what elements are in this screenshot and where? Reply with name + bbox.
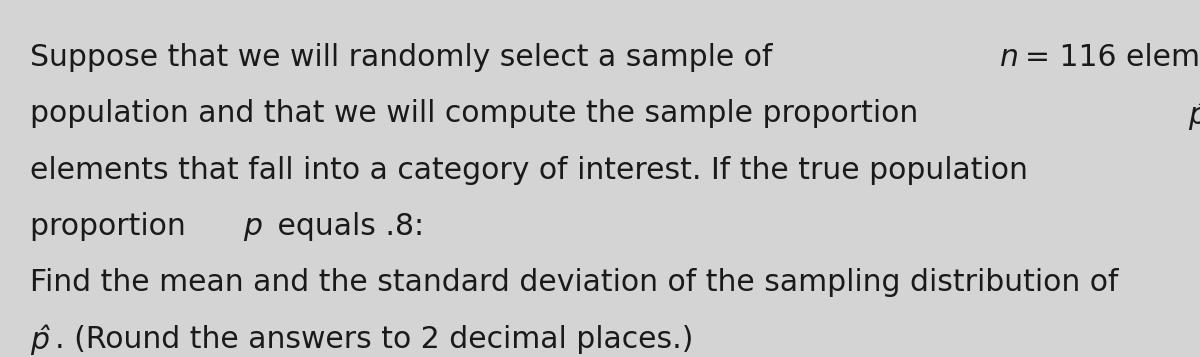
- Text: elements that fall into a category of interest. If the true population: elements that fall into a category of in…: [30, 156, 1028, 185]
- Text: Find the mean and the standard deviation of the sampling distribution of: Find the mean and the standard deviation…: [30, 268, 1118, 297]
- Text: . (Round the answers to 2 decimal places.): . (Round the answers to 2 decimal places…: [54, 325, 692, 354]
- Text: Suppose that we will randomly select a sample of: Suppose that we will randomly select a s…: [30, 43, 782, 72]
- Text: n: n: [1001, 43, 1019, 72]
- Text: population and that we will compute the sample proportion: population and that we will compute the …: [30, 99, 928, 128]
- Text: p̂: p̂: [1188, 99, 1200, 130]
- Text: equals .8:: equals .8:: [268, 212, 424, 241]
- Text: p: p: [244, 212, 263, 241]
- Text: proportion: proportion: [30, 212, 196, 241]
- Text: p̂: p̂: [30, 325, 49, 355]
- Text: = 116 elements from a: = 116 elements from a: [1025, 43, 1200, 72]
